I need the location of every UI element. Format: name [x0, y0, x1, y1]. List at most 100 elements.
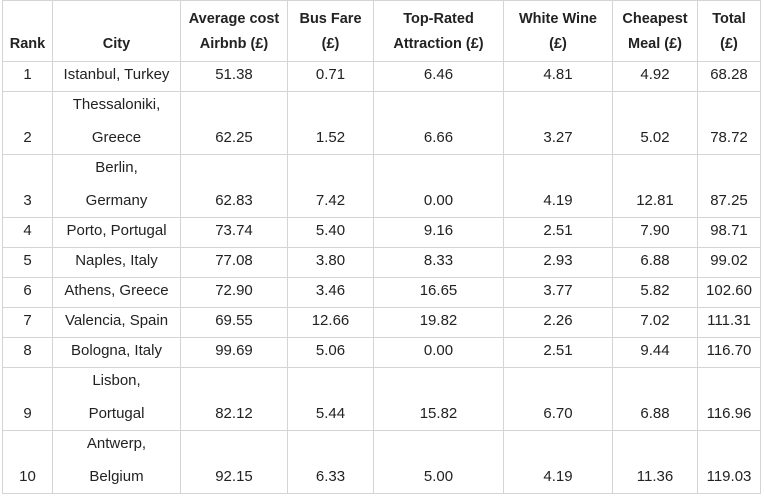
cell-text: 6: [23, 282, 32, 299]
cell-text: 3.80: [315, 252, 346, 269]
table-cell: 7.02: [612, 307, 698, 338]
table-cell: 69.55: [180, 307, 288, 338]
cell-text: 3.46: [315, 282, 346, 299]
table-cell: 78.72: [697, 91, 761, 155]
cell-text: 5.82: [640, 282, 670, 299]
table-cell: 116.96: [697, 367, 761, 431]
cell-text: 116.96: [706, 405, 752, 422]
cell-text: 99.02: [710, 252, 748, 269]
table-cell: 6.46: [373, 61, 504, 92]
cell-text: 10: [19, 468, 36, 485]
table-cell: 2.93: [503, 247, 613, 278]
cell-text: 1.52: [315, 129, 346, 146]
table-cell: 99.69: [180, 337, 288, 368]
cell-text: Portugal: [88, 405, 145, 422]
cell-text: 5.06: [315, 342, 346, 359]
table-row: 10 Antwerp, Belgium 92.15 6.33 5.00 4.19 11.36 1…: [2, 430, 761, 494]
cell-text: 116.70: [706, 342, 752, 359]
table-cell: 5.40: [287, 217, 374, 248]
table-cell: 10: [2, 430, 53, 494]
cell-text: City: [102, 36, 131, 52]
cell-text: 68.28: [710, 66, 748, 83]
table-cell: 0.00: [373, 154, 504, 218]
cell-text: 111.31: [707, 312, 751, 329]
cell-text: Greece: [91, 129, 142, 146]
cell-text: Total: [712, 11, 746, 27]
cell-text: 5.00: [423, 468, 454, 485]
header-cell: Cheapest Meal (£): [612, 0, 698, 62]
table-cell: 6.88: [612, 367, 698, 431]
header-cell: Total (£): [697, 0, 761, 62]
cell-text: 12.66: [311, 312, 350, 329]
cell-text: (£): [549, 36, 567, 52]
table-cell: 4.19: [503, 154, 613, 218]
cell-text: 69.55: [215, 312, 253, 329]
table-cell: 8.33: [373, 247, 504, 278]
cell-text: (£): [720, 36, 738, 52]
cell-text: 99.69: [215, 342, 253, 359]
cell-text: 8: [23, 342, 32, 359]
cell-text: Airbnb (£): [199, 36, 269, 52]
cell-text: Attraction (£): [393, 36, 484, 52]
table-cell: 5.06: [287, 337, 374, 368]
cell-text: 82.12: [215, 405, 253, 422]
table-cell: Antwerp, Belgium: [52, 430, 181, 494]
cell-text: Istanbul, Turkey: [63, 66, 170, 83]
cell-text: (£): [321, 36, 340, 52]
cell-text: 4.81: [543, 66, 573, 83]
table-cell: 87.25: [697, 154, 761, 218]
cell-text: 87.25: [710, 192, 748, 209]
cell-text: Berlin,: [95, 159, 138, 176]
table-cell: 92.15: [180, 430, 288, 494]
cell-text: Top-Rated: [403, 11, 474, 27]
table-cell: 19.82: [373, 307, 504, 338]
cell-text: 102.60: [706, 282, 752, 299]
header-cell: Top-Rated Attraction (£): [373, 0, 504, 62]
cell-text: 92.15: [215, 468, 253, 485]
cell-text: Thessaloniki,: [72, 96, 161, 113]
table-cell: 6.88: [612, 247, 698, 278]
table-cell: 8: [2, 337, 53, 368]
table-cell: 9.16: [373, 217, 504, 248]
table-cell: 6.33: [287, 430, 374, 494]
cell-text: 51.38: [215, 66, 253, 83]
table-cell: 12.81: [612, 154, 698, 218]
cell-text: 2.93: [543, 252, 573, 269]
cell-text: 77.08: [215, 252, 253, 269]
cell-text: 0.71: [315, 66, 346, 83]
cell-text: 72.90: [215, 282, 253, 299]
cell-text: 9.44: [640, 342, 670, 359]
cell-text: Naples, Italy: [75, 252, 158, 269]
cell-text: Meal (£): [628, 36, 682, 52]
table-cell: 3.80: [287, 247, 374, 278]
cell-text: Rank: [9, 36, 46, 52]
table-cell: Lisbon, Portugal: [52, 367, 181, 431]
table-cell: 1.52: [287, 91, 374, 155]
cell-text: 3.77: [543, 282, 573, 299]
cell-text: 2: [23, 129, 32, 146]
table-cell: 4.19: [503, 430, 613, 494]
cell-text: 7.90: [640, 222, 670, 239]
cell-text: 3: [23, 192, 32, 209]
table-cell: Naples, Italy: [52, 247, 181, 278]
cell-text: 4.19: [543, 192, 573, 209]
cell-text: 2.51: [543, 222, 573, 239]
table-row: 2 Thessaloniki, Greece 62.25 1.52 6.66 3.27 5.0…: [2, 91, 761, 155]
table-cell: 4.92: [612, 61, 698, 92]
table-cell: 1: [2, 61, 53, 92]
cell-text: 7: [23, 312, 32, 329]
cell-text: Porto, Portugal: [66, 222, 167, 239]
table-cell: 62.25: [180, 91, 288, 155]
cell-text: Average cost: [188, 11, 280, 27]
cell-text: 6.46: [423, 66, 454, 83]
table-row: 7 Valencia, Spain 69.55 12.66 19.82 2.26 7.02 1…: [2, 307, 761, 338]
cell-text: 8.33: [423, 252, 454, 269]
table-cell: 15.82: [373, 367, 504, 431]
table-cell: 0.71: [287, 61, 374, 92]
cell-text: 5.02: [640, 129, 670, 146]
table-cell: 3: [2, 154, 53, 218]
table-cell: 98.71: [697, 217, 761, 248]
table-row: 6 Athens, Greece 72.90 3.46 16.65 3.77 5.82 102…: [2, 277, 761, 308]
